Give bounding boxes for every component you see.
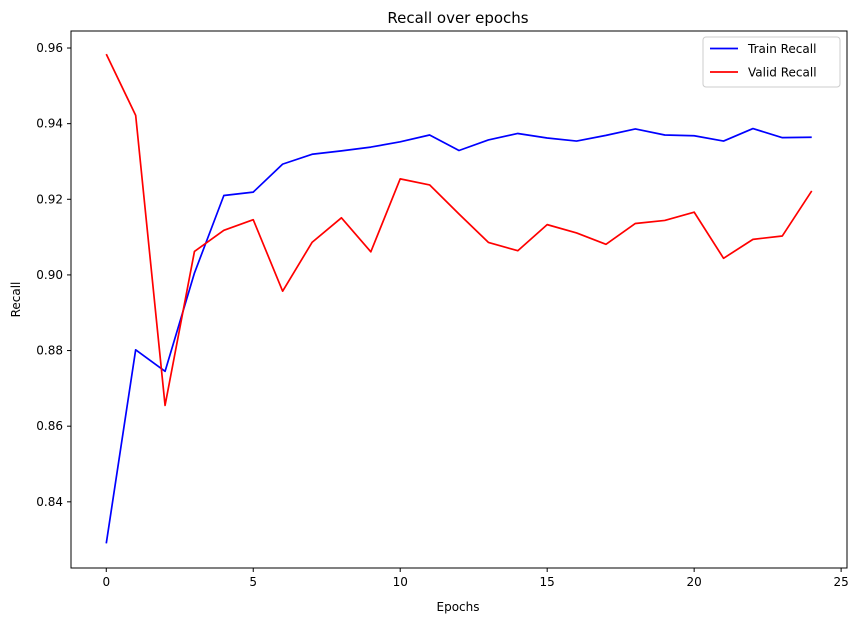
x-tick-label: 5: [249, 575, 257, 589]
x-tick-label: 20: [687, 575, 702, 589]
legend: Train Recall Valid Recall: [702, 36, 841, 88]
y-axis-ticks: 0.84 0.86 0.88 0.90 0.92 0.94 0.96: [36, 41, 71, 509]
x-axis-label: Epochs: [437, 600, 480, 614]
x-tick-label: 15: [540, 575, 555, 589]
x-tick-label: 25: [833, 575, 848, 589]
legend-label-train-recall: Train Recall: [747, 42, 816, 56]
plot-area: [70, 30, 848, 569]
series-line-train-recall: [105, 127, 812, 544]
y-axis-label: Recall: [9, 282, 23, 318]
x-tick-label: 0: [102, 575, 110, 589]
y-tick-label: 0.88: [36, 344, 63, 358]
legend-label-valid-recall: Valid Recall: [748, 66, 817, 80]
y-tick-label: 0.96: [36, 41, 63, 55]
x-tick-label: 10: [393, 575, 408, 589]
x-axis-ticks: 0 5 10 15 20 25: [102, 568, 849, 589]
y-tick-label: 0.90: [36, 268, 63, 282]
chart-title: Recall over epochs: [387, 9, 528, 27]
y-tick-label: 0.86: [36, 419, 63, 433]
y-tick-label: 0.94: [36, 117, 63, 131]
legend-box: [702, 36, 841, 88]
y-tick-label: 0.84: [36, 495, 63, 509]
y-tick-label: 0.92: [36, 192, 63, 206]
series-line-valid-recall: [105, 53, 813, 407]
series-layer: [105, 53, 813, 544]
